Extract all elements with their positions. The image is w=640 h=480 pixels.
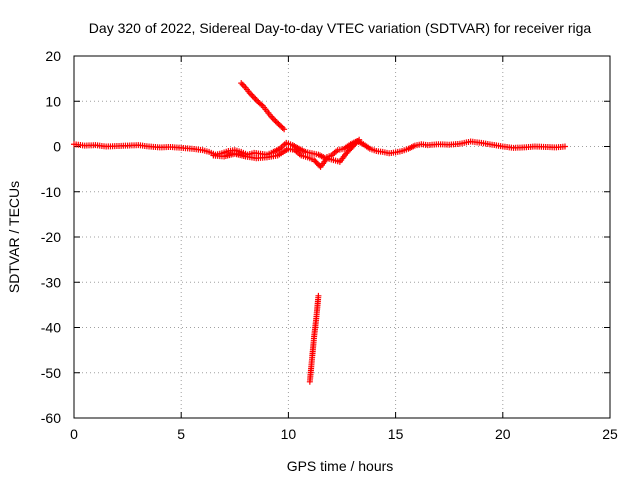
y-tick-label: -10: [41, 184, 61, 200]
y-tick-label: -60: [41, 410, 61, 426]
x-tick-label: 10: [281, 426, 297, 442]
y-tick-label: -20: [41, 229, 61, 245]
series-3: [306, 292, 322, 385]
plot-frame: [73, 55, 611, 419]
data-point: [561, 143, 568, 150]
data-point: [354, 138, 361, 145]
data-point: [356, 136, 363, 143]
x-tick-label: 25: [602, 426, 618, 442]
x-tick-label: 5: [177, 426, 185, 442]
x-axis-label: GPS time / hours: [287, 458, 394, 474]
data-point: [315, 292, 322, 299]
series-1: [210, 136, 363, 170]
chart-title: Day 320 of 2022, Sidereal Day-to-day VTE…: [89, 20, 592, 36]
x-tick-label: 0: [70, 426, 78, 442]
series-2: [238, 80, 288, 133]
data-marks: [71, 80, 568, 385]
y-tick-label: 20: [45, 48, 61, 64]
y-tick-label: -40: [41, 320, 61, 336]
y-tick-labels: -60 -50 -40 -30 -20 -10 0 10 20: [41, 48, 61, 426]
y-tick-label: 0: [53, 139, 61, 155]
series-0: [71, 138, 568, 161]
x-tick-labels: 0 5 10 15 20 25: [70, 426, 618, 442]
y-axis-label: SDTVAR / TECUs: [6, 181, 22, 293]
data-point: [281, 126, 288, 133]
x-tick-label: 20: [495, 426, 511, 442]
y-tick-label: -50: [41, 365, 61, 381]
y-tick-label: 10: [45, 93, 61, 109]
y-tick-label: -30: [41, 274, 61, 290]
x-tick-label: 15: [388, 426, 404, 442]
